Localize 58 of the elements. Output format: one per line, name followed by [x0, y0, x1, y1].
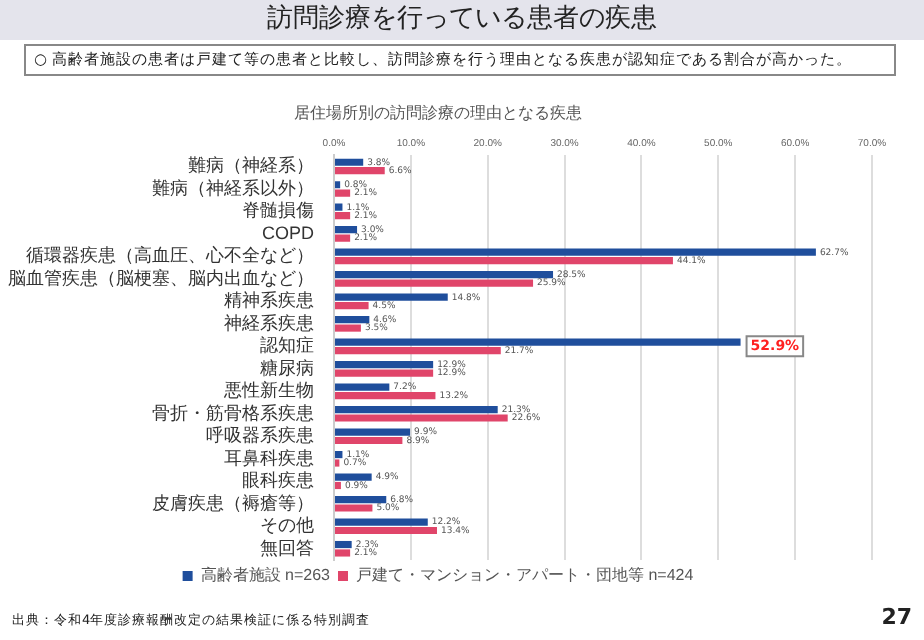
y-tick-label: 精神系疾患	[224, 290, 314, 311]
bar	[335, 212, 351, 220]
legend-label: 高齢者施設 n=263	[200, 566, 332, 585]
bar	[335, 451, 343, 459]
bar	[335, 436, 403, 445]
text: 訪問診療を行っている患者の疾患	[0, 0, 924, 40]
bar	[335, 361, 434, 369]
bar	[335, 481, 341, 490]
bar	[335, 391, 436, 400]
y-tick-label: 呼吸器系疾患	[206, 425, 314, 446]
y-tick-label: 難病（神経系以外）	[152, 177, 314, 198]
bar	[335, 338, 741, 346]
bar	[335, 473, 372, 481]
bar	[335, 226, 358, 234]
y-tick-label: 脊髄損傷	[242, 200, 314, 221]
bar	[335, 279, 534, 287]
y-tick-label: 難病（神経系）	[188, 155, 314, 176]
y-tick-label: 認知症	[260, 335, 314, 356]
y-tick-label: 悪性新生物	[222, 380, 314, 401]
y-tick-label: 循環器疾患（高血圧、心不全など）	[26, 245, 314, 266]
y-tick-label: 眼科疾患	[242, 470, 314, 491]
bar	[335, 549, 351, 557]
bar	[335, 248, 816, 256]
bar	[335, 293, 448, 301]
chart-title: 居住場所別の訪問診療の理由となる疾患	[294, 104, 582, 123]
bar	[335, 234, 351, 242]
text: 27	[881, 604, 912, 630]
y-tick-label: 脳血管疾患（脳梗塞、脳内出血など）	[8, 267, 314, 288]
y-tick-label: その他	[260, 515, 314, 536]
bar	[335, 346, 501, 355]
bar	[335, 257, 673, 265]
y-tick-label: 糖尿病	[260, 357, 314, 378]
y-tick-label: 耳鼻科疾患	[224, 447, 314, 468]
bar	[335, 495, 387, 504]
bar	[335, 158, 364, 166]
bar	[335, 167, 385, 175]
bar	[335, 540, 352, 549]
y-tick-label: 骨折・筋骨格系疾患	[152, 402, 314, 423]
bar	[335, 302, 369, 310]
bar	[335, 518, 428, 526]
bar	[335, 203, 343, 211]
bar	[335, 383, 390, 391]
legend-label: 戸建て・マンション・アパート・団地等 n=424	[356, 566, 695, 585]
bar	[335, 428, 411, 436]
bar	[335, 369, 434, 377]
bar	[335, 406, 498, 414]
y-tick-label: 神経系疾患	[224, 312, 314, 333]
bar	[335, 526, 437, 535]
y-tick-label: 皮膚疾患（褥瘡等）	[152, 492, 314, 513]
bar	[335, 189, 351, 197]
bar	[335, 181, 341, 189]
bar	[335, 324, 361, 332]
bar	[335, 414, 508, 422]
bar	[335, 316, 370, 324]
bar	[335, 271, 554, 279]
y-tick-label: 無回答	[260, 537, 314, 558]
bar	[335, 504, 373, 512]
y-tick-label: COPD	[261, 222, 315, 243]
